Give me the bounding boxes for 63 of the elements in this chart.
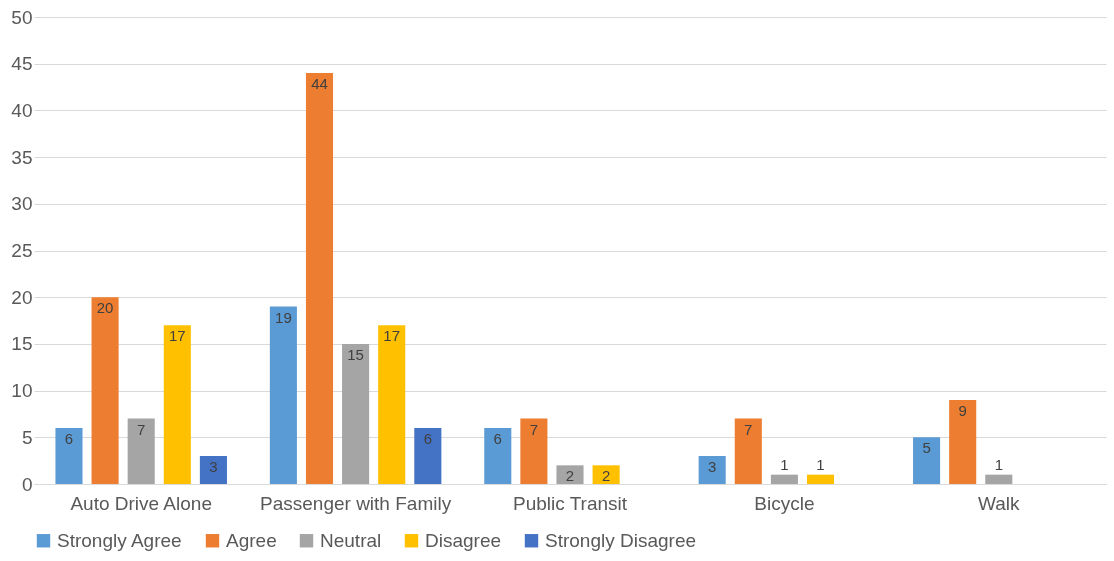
bar (913, 437, 941, 484)
data-label: 1 (816, 455, 825, 473)
bar (91, 297, 119, 484)
bar (55, 427, 83, 484)
data-label: 7 (744, 420, 753, 438)
bar (698, 455, 726, 484)
bar (163, 325, 191, 484)
data-label: 20 (96, 299, 114, 317)
y-tick-label: 40 (11, 99, 33, 121)
legend-label: Strongly Agree (57, 529, 182, 551)
bar (734, 418, 762, 484)
data-label: 9 (958, 401, 967, 419)
legend-label: Disagree (425, 529, 502, 551)
data-label: 1 (780, 455, 789, 473)
bar (378, 325, 406, 484)
data-label: 44 (311, 75, 328, 93)
y-tick-label: 5 (21, 426, 33, 448)
x-tick-label: Passenger with Family (260, 492, 452, 514)
x-tick-label: Walk (978, 492, 1021, 514)
bar (305, 73, 334, 484)
data-label: 3 (708, 457, 717, 475)
y-tick-label: 50 (11, 6, 33, 28)
bar (342, 343, 370, 484)
data-label: 2 (565, 467, 575, 485)
data-label: 6 (493, 429, 502, 447)
y-tick-label: 35 (11, 146, 33, 168)
bar (985, 474, 1013, 484)
y-tick-label: 45 (11, 53, 33, 75)
bar (269, 306, 297, 484)
data-label: 7 (529, 420, 539, 438)
x-tick-label: Public Transit (512, 492, 628, 514)
data-label: 7 (137, 420, 146, 438)
bar (199, 455, 227, 484)
bar (806, 474, 835, 484)
y-tick-label: 15 (11, 333, 33, 355)
bar (770, 474, 798, 484)
x-tick-label: Bicycle (754, 492, 815, 514)
legend-label: Agree (226, 529, 277, 551)
data-label: 2 (601, 467, 611, 485)
y-tick-label: 20 (11, 286, 33, 308)
bar (484, 427, 512, 484)
legend-label: Neutral (320, 529, 382, 551)
data-label: 19 (275, 308, 292, 326)
y-tick-label: 0 (21, 473, 33, 495)
bar (414, 427, 442, 484)
bar (592, 465, 620, 484)
data-label: 17 (383, 327, 401, 345)
data-label: 17 (168, 327, 186, 345)
data-label: 3 (209, 457, 218, 475)
bar (127, 418, 155, 484)
bar (556, 465, 584, 484)
data-label: 5 (922, 439, 931, 457)
y-tick-label: 10 (11, 380, 33, 402)
bar (520, 418, 548, 484)
data-label: 6 (423, 429, 432, 447)
data-label: 15 (347, 345, 364, 363)
data-label: 6 (64, 429, 74, 447)
y-tick-label: 25 (11, 240, 33, 261)
data-label: 1 (994, 455, 1003, 473)
bar (949, 399, 977, 484)
y-tick-label: 30 (11, 193, 33, 215)
x-tick-label: Auto Drive Alone (70, 492, 212, 514)
legend-label: Strongly Disagree (545, 529, 697, 551)
